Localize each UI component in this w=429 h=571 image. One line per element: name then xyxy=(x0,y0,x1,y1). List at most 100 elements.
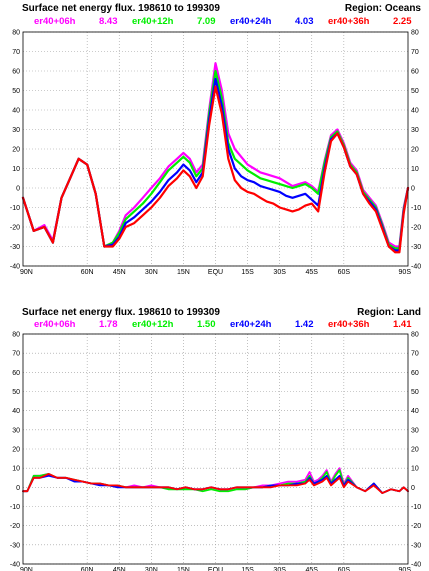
y-tick-label-right: -10 xyxy=(411,205,421,212)
y-tick-label-left: 70 xyxy=(12,49,20,56)
y-tick-label-right: 70 xyxy=(411,351,419,358)
y-tick-label-left: 30 xyxy=(12,427,20,434)
x-tick-label: 15N xyxy=(177,567,190,571)
series-group-oceans xyxy=(21,62,410,254)
y-tick-label-left: 40 xyxy=(12,408,20,415)
series-group-land xyxy=(22,467,409,494)
x-tick-label: 90N xyxy=(20,567,33,571)
x-tick-label: 60N xyxy=(81,567,94,571)
legend-value-oceans-3: 4.03 xyxy=(295,16,314,27)
legend-name-oceans-3: er40+24h xyxy=(230,16,272,27)
y-tick-label-left: 60 xyxy=(12,69,20,76)
y-tick-label-right: 40 xyxy=(411,408,419,415)
chart-title-land: Surface net energy flux. 198610 to 19930… xyxy=(22,307,220,318)
legend-land: er40+06h 1.78 er40+12h 1.50 er40+24h 1.4… xyxy=(34,319,412,330)
x-tick-label: 90S xyxy=(399,269,412,276)
legend-value-oceans-4: 2.25 xyxy=(393,16,412,27)
x-tick-label: EQU xyxy=(208,567,223,571)
y-tick-label-left: 0 xyxy=(16,485,20,492)
legend-name-land-1: er40+06h xyxy=(34,319,76,330)
y-tick-label-left: 10 xyxy=(12,466,20,473)
legend-value-land-4: 1.41 xyxy=(393,319,412,330)
x-tick-label: 60S xyxy=(338,567,351,571)
y-tick-label-right: -40 xyxy=(411,562,421,569)
y-tick-label-left: -10 xyxy=(10,205,20,212)
panel-land: Surface net energy flux. 198610 to 19930… xyxy=(10,307,421,571)
y-tick-label-right: 60 xyxy=(411,69,419,76)
y-tick-label-right: 80 xyxy=(411,30,419,37)
legend-name-oceans-1: er40+06h xyxy=(34,16,76,27)
y-tick-label-right: 20 xyxy=(411,447,419,454)
x-tick-label: 30N xyxy=(145,269,158,276)
y-tick-label-left: -20 xyxy=(10,225,20,232)
y-tick-label-right: 10 xyxy=(411,166,419,173)
y-tick-label-left: 20 xyxy=(12,447,20,454)
legend-value-oceans-1: 8.43 xyxy=(99,16,118,27)
y-tick-label-left: 0 xyxy=(16,186,20,193)
y-tick-label-left: 80 xyxy=(12,332,20,339)
panel-oceans: Surface net energy flux. 198610 to 19930… xyxy=(10,3,422,276)
y-tick-label-left: 80 xyxy=(12,30,20,37)
y-tick-label-left: -20 xyxy=(10,523,20,530)
x-tick-label: 30S xyxy=(273,269,286,276)
y-tick-label-left: -40 xyxy=(10,562,20,569)
y-tick-label-right: 10 xyxy=(411,466,419,473)
y-tick-label-left: 10 xyxy=(12,166,20,173)
y-tick-label-left: 20 xyxy=(12,147,20,154)
legend-name-oceans-4: er40+36h xyxy=(328,16,370,27)
series-line-land-4 xyxy=(22,473,409,494)
y-tick-label-left: 70 xyxy=(12,351,20,358)
y-tick-label-right: 40 xyxy=(411,108,419,115)
y-tick-label-left: 40 xyxy=(12,108,20,115)
legend-value-land-1: 1.78 xyxy=(99,319,118,330)
x-tick-label: 60S xyxy=(338,269,351,276)
series-line-oceans-4 xyxy=(21,85,410,254)
legend-value-land-3: 1.42 xyxy=(295,319,314,330)
y-tick-label-right: 60 xyxy=(411,370,419,377)
y-tick-label-left: -10 xyxy=(10,504,20,511)
x-tick-label: 90S xyxy=(399,567,412,571)
legend-name-land-4: er40+36h xyxy=(328,319,370,330)
y-tick-label-right: 20 xyxy=(411,147,419,154)
x-tick-label: 90N xyxy=(20,269,33,276)
y-tick-label-right: 0 xyxy=(411,485,415,492)
x-tick-label: 15S xyxy=(241,567,254,571)
x-tick-label: 45N xyxy=(113,269,126,276)
y-tick-label-right: 30 xyxy=(411,427,419,434)
plot-frame-oceans xyxy=(22,31,409,267)
x-tick-label: 30N xyxy=(145,567,158,571)
x-tick-label: 15S xyxy=(241,269,254,276)
y-tick-label-right: 0 xyxy=(411,186,415,193)
legend-name-oceans-2: er40+12h xyxy=(132,16,174,27)
y-tick-label-right: -20 xyxy=(411,225,421,232)
y-tick-label-right: 50 xyxy=(411,389,419,396)
y-tick-label-left: 50 xyxy=(12,88,20,95)
y-tick-label-right: -10 xyxy=(411,504,421,511)
axes-land: -40 -40 -30 -30 -20 -20 -10 -10 0 0 10 10 20 20 30 30 40… xyxy=(10,332,421,571)
y-tick-label-right: 80 xyxy=(411,332,419,339)
y-tick-label-left: 50 xyxy=(12,389,20,396)
x-tick-label: 45S xyxy=(306,269,319,276)
y-tick-label-right: -30 xyxy=(411,542,421,549)
x-tick-label: 45N xyxy=(113,567,126,571)
y-tick-label-right: -20 xyxy=(411,523,421,530)
legend-name-land-2: er40+12h xyxy=(132,319,174,330)
y-tick-label-left: -40 xyxy=(10,264,20,271)
chart-title-oceans: Surface net energy flux. 198610 to 19930… xyxy=(22,3,220,14)
y-tick-label-left: -30 xyxy=(10,244,20,251)
legend-value-land-2: 1.50 xyxy=(197,319,216,330)
x-tick-label: 15N xyxy=(177,269,190,276)
x-tick-label: 45S xyxy=(306,567,319,571)
y-tick-label-right: 30 xyxy=(411,127,419,134)
x-tick-label: 30S xyxy=(273,567,286,571)
y-tick-label-left: 60 xyxy=(12,370,20,377)
legend-value-oceans-2: 7.09 xyxy=(197,16,216,27)
legend-oceans: er40+06h 8.43 er40+12h 7.09 er40+24h 4.0… xyxy=(34,16,412,27)
plot-frame-land xyxy=(22,333,409,565)
y-tick-label-left: 30 xyxy=(12,127,20,134)
y-tick-label-right: -40 xyxy=(411,264,421,271)
region-label-land: Region: Land xyxy=(357,307,421,318)
x-tick-label: 60N xyxy=(81,269,94,276)
y-tick-label-right: -30 xyxy=(411,244,421,251)
